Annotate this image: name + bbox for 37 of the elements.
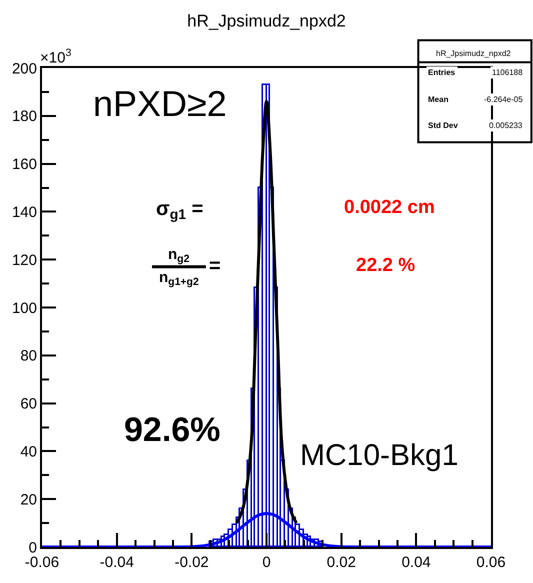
x-tick-label: 0 [262,554,271,571]
y-tick-label: 0 [28,539,37,556]
annotation: 0.005233 [489,121,523,130]
annotation: 0.0022 cm [344,197,435,218]
y-tick-label: 120 [12,252,37,269]
chart-title: hR_Jpsimudz_npxd2 [187,11,346,30]
annotation: n$_{g1+g2}$ [159,269,199,288]
y-tick-label: 160 [12,156,37,174]
x-tick-label: 0.02 [326,554,356,571]
y-tick-label: 200 [12,60,37,78]
y-tick-label: 40 [20,443,37,460]
y-tick-label: 180 [12,108,37,126]
annotation: 92.6% [124,411,220,449]
text: ×10$^{3}$ [40,47,72,66]
x-tick-label: -0.06 [24,554,60,571]
x-tick-label: 0.06 [476,554,506,571]
annotation: Entries [428,68,456,77]
x-tick-label: 0.04 [402,554,431,571]
annotation: Std Dev [428,121,458,130]
text: hR_Jpsimudz_npxd2 [436,49,512,58]
y-tick-label: 140 [12,204,37,221]
annotation: 22.2 % [356,255,416,276]
annotation: MC10-Bkg1 [300,439,458,472]
annotation: = [209,255,221,277]
y-tick-label: 100 [12,300,37,317]
annotation: σ$_{g1}$ = [156,198,204,222]
line-series [42,512,491,547]
x-tick-label: -0.02 [174,554,209,571]
annotation: nPXD≥2 [93,83,227,124]
y-tick-label: 60 [20,396,37,413]
y-tick-label: 20 [20,491,37,508]
annotation: n$_{g2}$ [168,246,190,266]
x-tick-label: -0.04 [100,554,134,571]
annotation: -6.264e-05 [484,95,524,104]
text: 1106188 [492,68,524,77]
annotation: Mean [428,95,449,104]
y-tick-label: 80 [20,348,37,365]
